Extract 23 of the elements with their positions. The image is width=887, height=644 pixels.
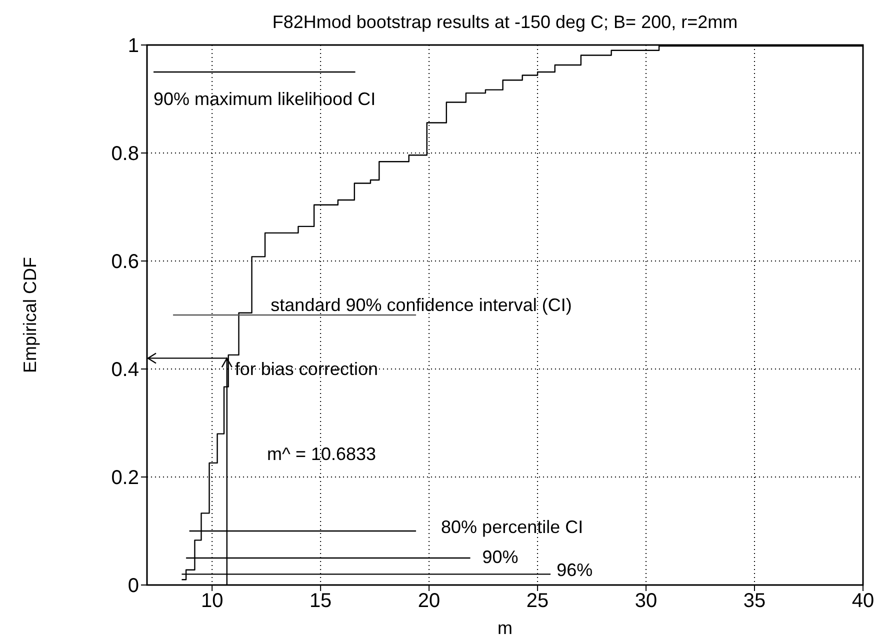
y-tick-label: 0: [128, 575, 139, 598]
annotation: standard 90% confidence interval (CI): [270, 294, 572, 315]
chart-title: F82Hmod bootstrap results at -150 deg C; B= 200, r=2mm: [272, 12, 738, 32]
x-tick-label: 30: [634, 590, 658, 612]
x-tick-label: 25: [526, 590, 549, 612]
y-axis-title: Empirical CDF: [20, 256, 40, 374]
x-tick-label: 20: [418, 590, 440, 612]
y-tick-label: 0.8: [111, 143, 139, 166]
x-tick-label: 35: [743, 590, 766, 612]
annotation: m^ = 10.6833: [267, 444, 376, 464]
annotation: 90%: [482, 546, 518, 567]
annotation: 80% percentile CI: [441, 516, 584, 537]
annotation: for bias correction: [234, 358, 378, 379]
x-tick-label: 40: [852, 590, 874, 612]
x-tick-label: 15: [309, 590, 332, 612]
x-tick-label: 10: [200, 590, 224, 612]
y-tick-label: 0.2: [111, 467, 139, 490]
annotation: 96%: [556, 560, 593, 580]
annotation: 90% maximum likelihood CI: [154, 88, 376, 109]
y-tick-label: 0.4: [111, 359, 139, 382]
x-axis-title: m: [498, 618, 512, 638]
y-tick-label: 1: [128, 35, 139, 58]
y-tick-label: 0.6: [111, 251, 139, 274]
